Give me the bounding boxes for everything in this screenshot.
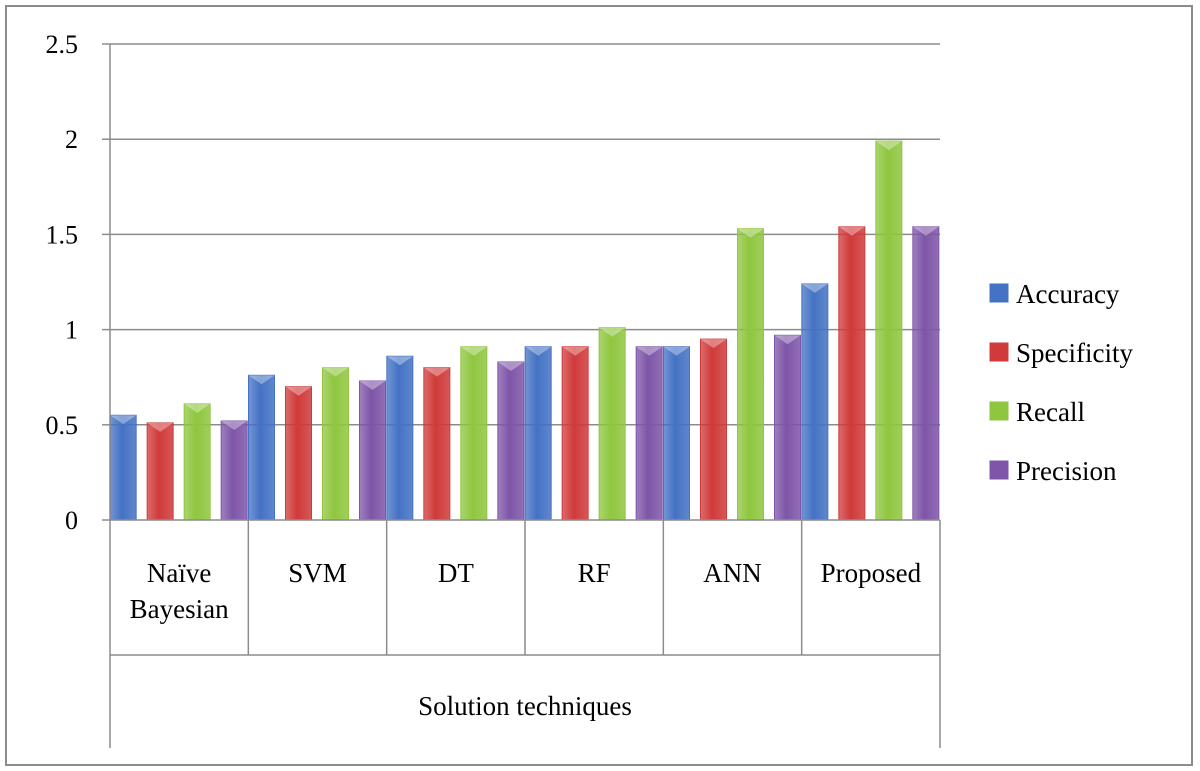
bar-cap <box>460 346 487 356</box>
y-tick-label: 1.5 <box>46 220 79 249</box>
bar-specificity-6 <box>838 226 866 521</box>
legend-label-precision: Precision <box>1016 456 1117 486</box>
bar-cap <box>599 327 626 337</box>
bar-recall-2 <box>322 367 349 521</box>
bar-cap <box>737 228 764 238</box>
bar-cap <box>147 422 174 432</box>
bar-precision-5 <box>774 334 801 521</box>
bar-precision-2 <box>359 380 386 521</box>
legend-swatch-specificity <box>989 342 1009 362</box>
bar-cap <box>497 361 524 371</box>
legend-label-accuracy: Accuracy <box>1016 279 1120 309</box>
bar-cap <box>525 346 552 356</box>
bar-cap <box>248 375 275 385</box>
category-label: ANN <box>703 558 762 588</box>
y-tick-label: 1 <box>65 316 78 345</box>
legend-swatch-precision <box>989 460 1009 480</box>
bar-accuracy-1 <box>109 414 137 521</box>
y-tick-label: 0.5 <box>46 411 79 440</box>
bar-cap <box>423 367 450 377</box>
legend-swatch-recall <box>989 401 1009 421</box>
legend-swatch-accuracy <box>989 283 1009 303</box>
x-axis-title: Solution techniques <box>418 691 632 721</box>
bar-accuracy-4 <box>524 346 552 521</box>
bar-recall-5 <box>737 228 764 521</box>
bar-recall-1 <box>183 403 211 521</box>
bar-cap <box>774 335 801 345</box>
y-tick-label: 2 <box>65 125 78 154</box>
y-tick-label: 2.5 <box>46 30 79 59</box>
bar-cap <box>322 367 349 377</box>
bar-cap <box>110 415 137 425</box>
bar-specificity-4 <box>561 346 589 521</box>
legend-label-specificity: Specificity <box>1016 338 1133 368</box>
bar-cap <box>663 346 690 356</box>
axes <box>109 44 941 748</box>
bar-precision-1 <box>220 420 248 521</box>
bar-cap <box>184 403 211 413</box>
bar-cap <box>285 386 312 396</box>
bar-precision-3 <box>497 361 525 521</box>
bar-precision-6 <box>912 226 940 521</box>
bar-specificity-2 <box>285 386 312 521</box>
y-tick-labels: 0 0.5 1 1.5 2 2.5 <box>46 30 79 535</box>
bar-recall-6 <box>875 140 903 521</box>
category-label: DT <box>438 558 474 588</box>
bar-cap <box>801 283 828 293</box>
category-label: Proposed <box>821 558 922 588</box>
legend-label-recall: Recall <box>1016 397 1085 427</box>
bar-cap <box>700 339 727 349</box>
bars <box>109 140 940 521</box>
category-labels: Naïve Bayesian SVM DT RF ANN Proposed <box>130 558 922 624</box>
bar-accuracy-3 <box>386 355 414 521</box>
category-label: SVM <box>288 558 347 588</box>
category-label: Naïve Bayesian <box>130 558 229 624</box>
bar-accuracy-5 <box>663 346 690 521</box>
bar-specificity-5 <box>700 338 727 521</box>
bar-accuracy-2 <box>248 374 275 521</box>
y-tick-label: 0 <box>65 506 78 535</box>
legend: Accuracy Specificity Recall Precision <box>989 279 1133 486</box>
bar-specificity-3 <box>423 367 451 521</box>
bar-cap <box>838 226 865 236</box>
bar-accuracy-6 <box>801 283 829 521</box>
bar-recall-4 <box>598 327 626 521</box>
category-label: RF <box>578 558 611 588</box>
bar-cap <box>359 381 386 391</box>
bar-cap <box>875 141 902 151</box>
bar-cap <box>562 346 589 356</box>
bar-specificity-1 <box>146 422 174 521</box>
bar-cap <box>636 346 663 356</box>
bar-cap <box>386 356 413 366</box>
bar-recall-3 <box>460 346 488 521</box>
bar-precision-4 <box>635 346 663 521</box>
bar-cap <box>912 226 939 236</box>
bar-cap <box>221 420 248 430</box>
